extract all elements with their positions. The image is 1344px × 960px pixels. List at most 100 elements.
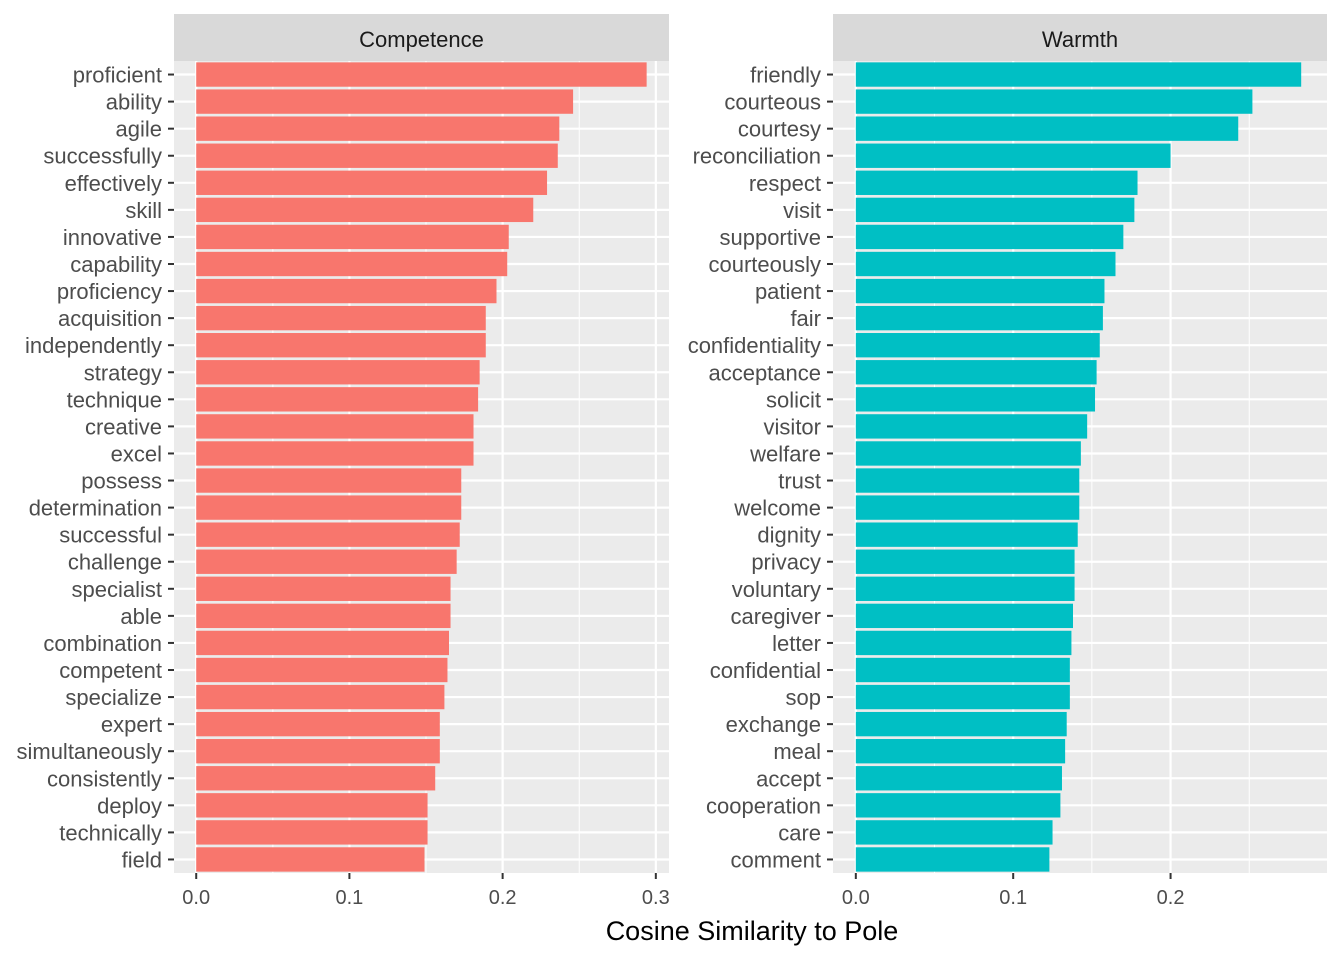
category-label: effectively: [65, 171, 162, 196]
category-label: accept: [756, 766, 821, 791]
bar-supportive: [855, 224, 1124, 250]
category-label: skill: [125, 198, 162, 223]
category-label: independently: [25, 333, 162, 358]
bar-proficient: [196, 62, 647, 87]
facet-warmth: Warmth 0.0 0.1 0.2 friendlycourteouscourtesy…: [688, 14, 1327, 909]
bar-exchange: [855, 711, 1067, 737]
bar-cooperation: [855, 793, 1061, 818]
bar-strategy: [196, 360, 480, 385]
category-label: specialist: [72, 577, 162, 602]
category-label: meal: [773, 739, 821, 764]
bar-friendly: [855, 62, 1302, 87]
category-label: courtesy: [738, 117, 821, 142]
bar-creative: [196, 414, 474, 439]
category-label: sop: [786, 685, 821, 710]
category-label: field: [122, 847, 162, 872]
x-tick-label: 0.0: [842, 887, 870, 909]
bar-able: [196, 603, 451, 629]
bar-challenge: [196, 549, 457, 574]
x-axis-title: Cosine Similarity to Pole: [606, 916, 899, 946]
facet-strip: [833, 14, 1327, 61]
category-label: possess: [81, 469, 162, 494]
bar-meal: [855, 739, 1066, 764]
bar-fair: [855, 305, 1103, 331]
bar-agile: [196, 116, 560, 141]
category-label: acquisition: [58, 306, 162, 331]
bar-ability: [196, 89, 574, 114]
bar-technically: [196, 820, 428, 845]
category-label: competent: [59, 658, 162, 683]
bar-excel: [196, 441, 474, 466]
bar-combination: [196, 630, 449, 656]
facet-title: Competence: [359, 27, 484, 52]
bar-successful: [196, 522, 460, 547]
bar-care: [855, 820, 1053, 845]
bar-capability: [196, 251, 508, 277]
x-tick-label: 0.2: [489, 887, 517, 909]
x-tick-label: 0.3: [642, 887, 670, 909]
category-label: exchange: [726, 712, 821, 737]
category-label: trust: [778, 469, 821, 494]
bar-competent: [196, 657, 448, 683]
bar-effectively: [196, 170, 548, 195]
category-label: visit: [783, 198, 821, 223]
bar-acceptance: [855, 360, 1097, 385]
x-tick-label: 0.1: [999, 887, 1027, 909]
category-label: welfare: [749, 441, 821, 466]
category-label: creative: [85, 414, 162, 439]
bar-reconciliation: [855, 143, 1171, 168]
category-label: courteously: [708, 252, 821, 277]
category-label: courteous: [724, 90, 821, 115]
bar-deploy: [196, 793, 428, 818]
category-label: fair: [790, 306, 821, 331]
bar-welcome: [855, 495, 1080, 520]
category-label: strategy: [84, 360, 162, 385]
bar-possess: [196, 468, 462, 493]
category-label: friendly: [750, 63, 821, 88]
bar-specialize: [196, 684, 445, 710]
category-label: deploy: [97, 793, 162, 818]
category-label: consistently: [47, 766, 162, 791]
category-label: determination: [29, 496, 162, 521]
bar-proficiency: [196, 278, 497, 304]
bar-field: [196, 847, 425, 872]
bar-patient: [855, 278, 1105, 304]
category-label: respect: [749, 171, 821, 196]
category-label: capability: [70, 252, 162, 277]
category-label: comment: [731, 847, 821, 872]
category-label: reconciliation: [693, 144, 821, 169]
bar-solicit: [855, 387, 1096, 412]
category-label: expert: [101, 712, 162, 737]
bar-courtesy: [855, 116, 1239, 141]
panel-background: [833, 61, 1327, 873]
bar-respect: [855, 170, 1138, 195]
category-label: challenge: [68, 550, 162, 575]
bar-simultaneously: [196, 739, 440, 764]
bar-skill: [196, 197, 534, 223]
bar-independently: [196, 333, 486, 358]
category-label: confidentiality: [688, 333, 821, 358]
bar-courteously: [855, 251, 1116, 277]
bar-visit: [855, 197, 1135, 223]
category-label: welcome: [733, 496, 821, 521]
category-label: technically: [59, 820, 162, 845]
category-label: able: [120, 604, 162, 629]
bar-visitor: [855, 414, 1088, 439]
bar-technique: [196, 387, 479, 412]
category-label: proficiency: [57, 279, 162, 304]
bar-privacy: [855, 549, 1075, 574]
category-label: successful: [59, 523, 162, 548]
category-label: ability: [106, 90, 162, 115]
bar-caregiver: [855, 603, 1073, 629]
bar-sop: [855, 684, 1070, 710]
bar-acquisition: [196, 305, 486, 331]
category-label: dignity: [757, 523, 821, 548]
x-tick-label: 0.2: [1157, 887, 1185, 909]
category-label: care: [778, 820, 821, 845]
bar-comment: [855, 847, 1050, 872]
category-label: specialize: [65, 685, 162, 710]
facet-title: Warmth: [1042, 27, 1118, 52]
category-label: cooperation: [706, 793, 821, 818]
